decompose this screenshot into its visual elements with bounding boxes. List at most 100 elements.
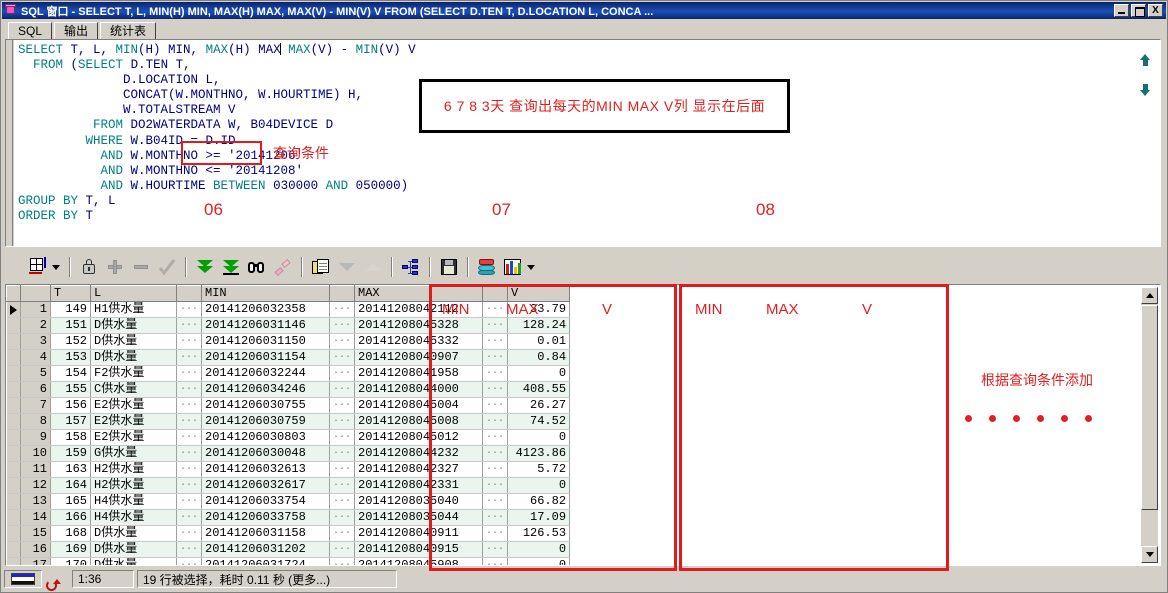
cell-min-ellipsis[interactable]: ···	[329, 557, 356, 565]
cell-min[interactable]: 20141206031150	[201, 333, 331, 350]
cell-v[interactable]: 0.01	[507, 333, 571, 350]
cell-l-ellipsis[interactable]: ···	[176, 301, 203, 318]
row-marker[interactable]	[6, 381, 21, 398]
cell-min-ellipsis[interactable]: ···	[329, 477, 356, 494]
cell-min[interactable]: 20141206032358	[201, 301, 331, 318]
cell-min-ellipsis[interactable]: ···	[329, 381, 356, 398]
table-row[interactable]: 5 154 F2供水量 ··· 20141206032244 ··· 20141208041…	[6, 365, 571, 382]
lock-record-button[interactable]	[76, 254, 102, 280]
cell-v[interactable]: 17.09	[507, 509, 571, 526]
cell-max[interactable]: 20141208045008	[354, 413, 484, 430]
cell-rownum[interactable]: 8	[20, 413, 51, 430]
cell-l[interactable]: D供水量	[90, 541, 177, 558]
chevron-down-icon[interactable]	[52, 264, 60, 270]
cell-l-ellipsis[interactable]: ···	[176, 541, 203, 558]
cell-v[interactable]: 74.52	[507, 413, 571, 430]
cell-max-ellipsis[interactable]: ···	[482, 557, 509, 565]
save-button[interactable]	[436, 254, 462, 280]
grid-vertical-scrollbar[interactable]	[1141, 287, 1158, 563]
cell-l[interactable]: H4供水量	[90, 509, 177, 526]
cell-max[interactable]: 20141208041958	[354, 365, 484, 382]
cell-t[interactable]: 155	[50, 381, 91, 398]
cell-t[interactable]: 149	[50, 301, 91, 318]
cell-v[interactable]: 0	[507, 541, 571, 558]
table-row[interactable]: 2 151 D供水量 ··· 20141206031146 ··· 201412080453…	[6, 317, 571, 334]
cell-l[interactable]: E2供水量	[90, 413, 177, 430]
cell-min[interactable]: 20141206032613	[201, 461, 331, 478]
cell-max-ellipsis[interactable]: ···	[482, 397, 509, 414]
cell-min[interactable]: 20141206030048	[201, 445, 331, 462]
row-marker[interactable]	[6, 461, 21, 478]
cell-max-ellipsis[interactable]: ···	[482, 525, 509, 542]
cell-l-ellipsis[interactable]: ···	[176, 525, 203, 542]
row-marker[interactable]	[6, 477, 21, 494]
table-row[interactable]: 10 159 G供水量 ··· 20141206030048 ··· 20141208044…	[6, 445, 571, 462]
cell-max-ellipsis[interactable]: ···	[482, 541, 509, 558]
cell-max[interactable]: 20141208045332	[354, 333, 484, 350]
cell-min[interactable]: 20141206031202	[201, 541, 331, 558]
cell-max[interactable]: 20141208035040	[354, 493, 484, 510]
cell-max-ellipsis[interactable]: ···	[482, 413, 509, 430]
cell-min-ellipsis[interactable]: ···	[329, 413, 356, 430]
cell-rownum[interactable]: 4	[20, 349, 51, 366]
cell-t[interactable]: 151	[50, 317, 91, 334]
cell-max[interactable]: 20141208044232	[354, 445, 484, 462]
result-grid[interactable]: T L MIN MAX V 1 149 H1供水量 ··· 20141206032358…	[5, 284, 1161, 566]
cell-min[interactable]: 20141206031158	[201, 525, 331, 542]
cell-min-ellipsis[interactable]: ···	[329, 365, 356, 382]
row-marker[interactable]	[6, 557, 21, 565]
cell-l[interactable]: D供水量	[90, 349, 177, 366]
cell-min[interactable]: 20141206030803	[201, 429, 331, 446]
cell-t[interactable]: 154	[50, 365, 91, 382]
scrollbar-thumb[interactable]	[1141, 305, 1158, 510]
cell-min[interactable]: 20141206031154	[201, 349, 331, 366]
row-marker[interactable]	[6, 413, 21, 430]
cell-min-ellipsis[interactable]: ···	[329, 541, 356, 558]
cell-min-ellipsis[interactable]: ···	[329, 509, 356, 526]
cell-t[interactable]: 153	[50, 349, 91, 366]
cell-max-ellipsis[interactable]: ···	[482, 381, 509, 398]
row-marker[interactable]	[6, 541, 21, 558]
cell-l-ellipsis[interactable]: ···	[176, 381, 203, 398]
table-row[interactable]: 15 168 D供水量 ··· 20141206031158 ··· 20141208040…	[6, 525, 571, 542]
cell-max-ellipsis[interactable]: ···	[482, 365, 509, 382]
cell-v[interactable]: 126.53	[507, 525, 571, 542]
fetch-all-records-button[interactable]	[218, 254, 244, 280]
cell-v[interactable]: 0	[507, 477, 571, 494]
cell-rownum[interactable]: 11	[20, 461, 51, 478]
cell-max[interactable]: 20141208042331	[354, 477, 484, 494]
col-header-min[interactable]: MIN	[201, 285, 331, 302]
cell-min-ellipsis[interactable]: ···	[329, 525, 356, 542]
sql-source-text[interactable]: SELECT T, L, MIN(H) MIN, MAX(H) MAX MAX(…	[18, 43, 416, 224]
table-row[interactable]: 4 153 D供水量 ··· 20141206031154 ··· 201412080409…	[6, 349, 571, 366]
cell-max-ellipsis[interactable]: ···	[482, 493, 509, 510]
row-marker[interactable]	[6, 429, 21, 446]
cell-v[interactable]: 4123.86	[507, 445, 571, 462]
cell-v[interactable]: 66.82	[507, 493, 571, 510]
table-row[interactable]: 16 169 D供水量 ··· 20141206031202 ··· 20141208040…	[6, 541, 571, 558]
cell-rownum[interactable]: 17	[20, 557, 51, 565]
maximize-button[interactable]	[1131, 4, 1146, 17]
status-message[interactable]: 19 行被选择，耗时 0.11 秒 (更多...)	[137, 570, 397, 588]
fetch-next-page-button[interactable]	[192, 254, 218, 280]
cell-v[interactable]: 0	[507, 429, 571, 446]
cell-max-ellipsis[interactable]: ···	[482, 461, 509, 478]
cell-rownum[interactable]: 10	[20, 445, 51, 462]
cell-min[interactable]: 20141206033754	[201, 493, 331, 510]
cell-l[interactable]: D供水量	[90, 333, 177, 350]
table-row[interactable]: 17 170 D供水量 ··· 20141206031724 ··· 20141208045…	[6, 557, 571, 565]
cell-max-ellipsis[interactable]: ···	[482, 333, 509, 350]
cell-t[interactable]: 152	[50, 333, 91, 350]
row-marker[interactable]	[6, 333, 21, 350]
scroll-down-arrow-icon[interactable]	[1137, 81, 1154, 98]
row-marker[interactable]	[6, 365, 21, 382]
cell-v[interactable]: 408.55	[507, 381, 571, 398]
cell-rownum[interactable]: 3	[20, 333, 51, 350]
cell-l-ellipsis[interactable]: ···	[176, 493, 203, 510]
cell-t[interactable]: 158	[50, 429, 91, 446]
cell-max-ellipsis[interactable]: ···	[482, 429, 509, 446]
row-marker[interactable]	[6, 349, 21, 366]
cell-rownum[interactable]: 2	[20, 317, 51, 334]
cell-min-ellipsis[interactable]: ···	[329, 445, 356, 462]
cell-max[interactable]: 20141208045004	[354, 397, 484, 414]
